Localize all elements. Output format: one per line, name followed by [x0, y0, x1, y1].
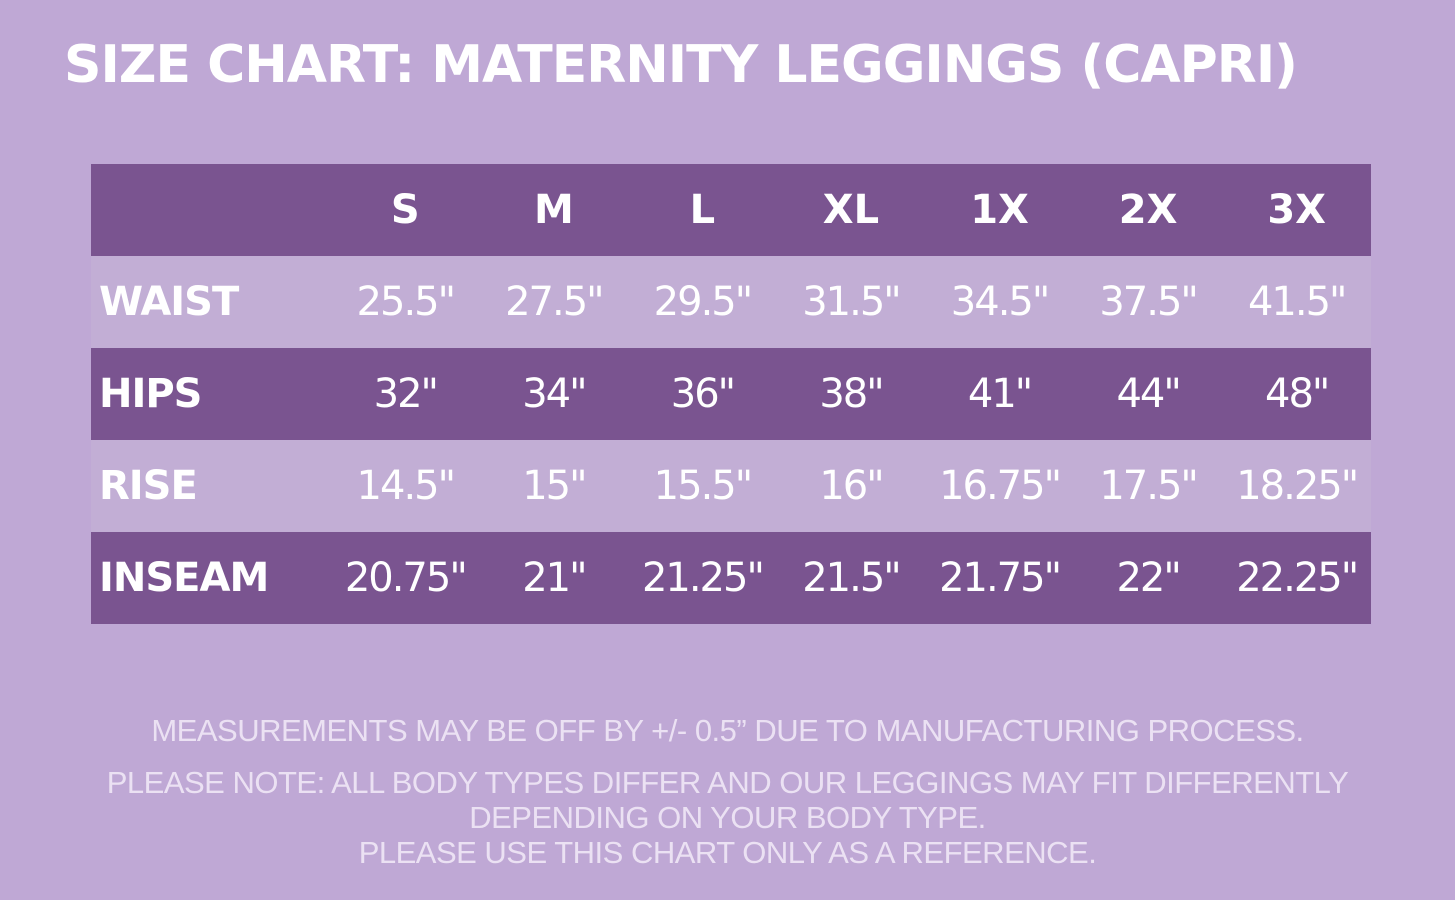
size-header-m: M: [533, 187, 574, 233]
table-header-row: S M L XL 1X 2X 3X: [91, 164, 1371, 256]
table-cell: 31.5": [802, 279, 901, 325]
measurement-disclaimer: MEASUREMENTS MAY BE OFF BY +/- 0.5” DUE …: [151, 713, 1304, 748]
table-cell: 16": [819, 463, 884, 509]
table-cell: 27.5": [505, 279, 604, 325]
table-cell: 15.5": [653, 463, 753, 509]
table-cell: 34.5": [950, 279, 1050, 325]
size-header-xl: XL: [822, 187, 880, 233]
table-row-hips: HIPS 32" 34" 36" 38" 41" 44" 48": [91, 348, 1371, 440]
size-header-3x: 3X: [1267, 187, 1327, 233]
size-header-l: L: [689, 187, 716, 233]
table-cell: 16.75": [939, 463, 1062, 509]
table-cell: 41.5": [1247, 279, 1347, 325]
table-cell: 29.5": [653, 279, 753, 325]
table-cell: 48": [1265, 371, 1330, 417]
table-cell: 21.75": [939, 555, 1062, 601]
fit-disclaimer-line-3: PLEASE USE THIS CHART ONLY AS A REFERENC…: [358, 835, 1097, 870]
table-row-rise: RISE 14.5" 15" 15.5" 16" 16.75" 17.5" 18…: [91, 440, 1371, 532]
table-cell: 20.75": [344, 555, 468, 601]
table-cell: 21.25": [641, 555, 765, 601]
row-label-inseam: INSEAM: [99, 555, 269, 601]
size-header-2x: 2X: [1118, 187, 1178, 233]
table-cell: 32": [373, 371, 439, 417]
header-corner-cell: [91, 164, 331, 256]
table-cell: 38": [819, 371, 884, 417]
table-cell: 34": [522, 371, 587, 417]
table-row-inseam: INSEAM 20.75" 21" 21.25" 21.5" 21.75" 22…: [91, 532, 1371, 624]
table-cell: 15": [522, 463, 587, 509]
table-cell: 21.5": [802, 555, 901, 601]
table-cell: 44": [1116, 371, 1181, 417]
table-cell: 17.5": [1099, 463, 1198, 509]
row-label-rise: RISE: [99, 463, 198, 509]
page-title: SIZE CHART: MATERNITY LEGGINGS (CAPRI): [64, 35, 1298, 95]
fit-disclaimer-line-2: DEPENDING ON YOUR BODY TYPE.: [469, 800, 986, 835]
table-cell: 14.5": [356, 463, 456, 509]
row-label-waist: WAIST: [99, 279, 239, 325]
row-label-hips: HIPS: [99, 371, 202, 417]
table-cell: 22": [1116, 555, 1181, 601]
table-cell: 18.25": [1236, 463, 1359, 509]
table-cell: 37.5": [1099, 279, 1198, 325]
size-header-s: S: [390, 187, 420, 233]
table-cell: 22.25": [1236, 555, 1359, 601]
fit-disclaimer-line-1: PLEASE NOTE: ALL BODY TYPES DIFFER AND O…: [106, 765, 1349, 800]
table-cell: 25.5": [356, 279, 456, 325]
table-cell: 36": [670, 371, 736, 417]
table-row-waist: WAIST 25.5" 27.5" 29.5" 31.5" 34.5" 37.5…: [91, 256, 1371, 348]
fit-disclaimer: PLEASE NOTE: ALL BODY TYPES DIFFER AND O…: [0, 765, 1455, 870]
size-chart-table: S M L XL 1X 2X 3X WAIST 25.5" 27.5" 29.5…: [91, 164, 1371, 624]
table-cell: 21": [522, 555, 587, 601]
size-header-1x: 1X: [970, 187, 1029, 233]
table-cell: 41": [967, 371, 1033, 417]
